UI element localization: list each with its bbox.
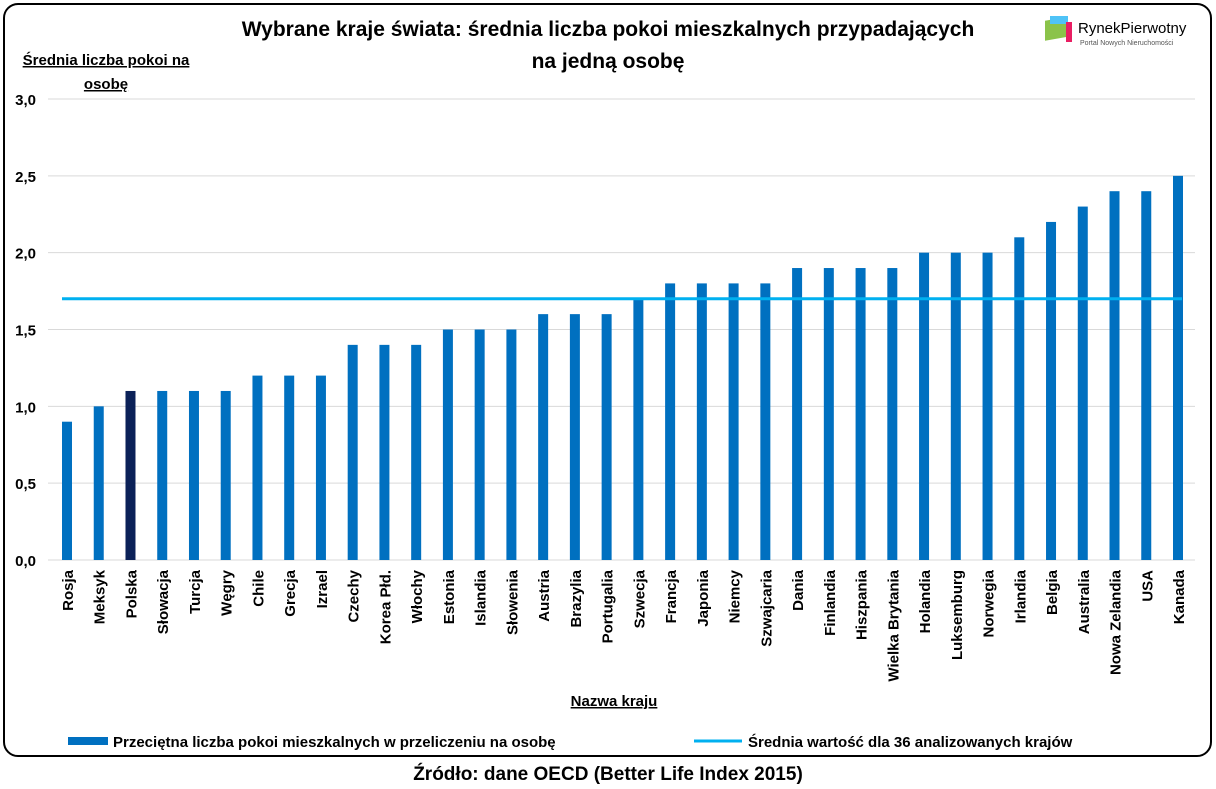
source-note: Źródło: dane OECD (Better Life Index 201… — [413, 763, 803, 785]
x-tick-label: Słowenia — [504, 569, 521, 635]
bar-finlandia — [823, 268, 834, 560]
x-tick-label: Polska — [123, 569, 140, 618]
x-tick-label: Dania — [790, 569, 807, 611]
x-tick-label: Szwajcaria — [758, 569, 775, 646]
x-tick-label: Norwegia — [981, 569, 998, 637]
bar-holandia — [919, 252, 930, 560]
bar-usa — [1141, 191, 1152, 560]
legend-bar-label: Przeciętna liczba pokoi mieszkalnych w p… — [113, 734, 556, 751]
bar-korea-płd- — [379, 344, 390, 560]
x-tick-label: Hiszpania — [854, 569, 871, 640]
bar-kanada — [1173, 175, 1183, 561]
y-axis-label-line1: Średnia liczba pokoi na — [23, 51, 190, 69]
bar-brazylia — [569, 314, 580, 560]
y-tick-label: 2,5 — [15, 169, 36, 186]
x-tick-label: Islandia — [473, 569, 490, 626]
x-tick-label: Luksemburg — [949, 570, 966, 660]
bar-belgia — [1046, 221, 1057, 560]
x-tick-label: USA — [1139, 570, 1156, 602]
x-tick-label: Szwecja — [631, 569, 648, 628]
x-tick-label: Nowa Zelandia — [1108, 569, 1125, 675]
bar-nowa-zelandia — [1109, 191, 1120, 560]
bar-włochy — [411, 344, 422, 560]
bar-turcja — [188, 390, 199, 560]
x-tick-label: Australia — [1076, 569, 1093, 634]
x-tick-label: Węgry — [219, 569, 236, 616]
bar-wielka-brytania — [887, 268, 898, 560]
x-tick-label: Korea Płd. — [377, 570, 394, 644]
bar-niemcy — [728, 283, 739, 560]
x-tick-label: Finlandia — [822, 569, 839, 635]
bar-luksemburg — [950, 252, 961, 560]
bar-estonia — [442, 329, 453, 560]
x-tick-label: Austria — [536, 569, 553, 621]
y-tick-label: 0,5 — [15, 476, 36, 493]
bar-słowenia — [506, 329, 517, 560]
x-tick-label: Irlandia — [1012, 569, 1029, 623]
x-tick-label: Portugalia — [600, 569, 617, 643]
logo: RynekPierwotny Portal Nowych Nieruchomoś… — [1045, 16, 1187, 47]
x-tick-label: Brazylia — [568, 569, 585, 627]
bar-słowacja — [157, 390, 168, 560]
x-tick-label: Grecja — [282, 569, 299, 616]
legend-line-label: Średnia wartość dla 36 analizowanych kra… — [748, 733, 1073, 751]
x-tick-label: Czechy — [346, 569, 363, 622]
bar-szwajcaria — [760, 283, 771, 560]
y-tick-label: 1,5 — [15, 323, 36, 340]
x-tick-label: Włochy — [409, 569, 426, 623]
legend: Przeciętna liczba pokoi mieszkalnych w p… — [68, 733, 1073, 751]
y-tick-label: 3,0 — [15, 92, 36, 109]
x-tick-label: Belgia — [1044, 569, 1061, 615]
bar-węgry — [220, 390, 231, 560]
x-tick-label: Izrael — [314, 570, 331, 608]
bar-islandia — [474, 329, 485, 560]
bar-meksyk — [93, 406, 104, 560]
bar-japonia — [696, 283, 707, 560]
x-tick-label: Francja — [663, 569, 680, 623]
logo-name: RynekPierwotny — [1078, 20, 1187, 37]
bar-polska — [125, 390, 136, 560]
x-tick-label: Japonia — [695, 569, 712, 626]
x-tick-label: Chile — [250, 570, 267, 607]
y-axis-label-line2: osobę — [84, 76, 128, 93]
bar-rosja — [62, 421, 72, 560]
y-tick-label: 0,0 — [15, 553, 36, 570]
bar-australia — [1077, 206, 1088, 561]
x-tick-label: Meksyk — [92, 569, 109, 624]
bar-hiszpania — [855, 268, 866, 560]
bar-grecja — [284, 375, 295, 560]
x-tick-label: Rosja — [60, 569, 77, 611]
bar-irlandia — [1014, 237, 1025, 561]
x-tick-label: Niemcy — [727, 569, 744, 623]
bar-francja — [665, 283, 676, 560]
chart-title-line1: Wybrane kraje świata: średnia liczba pok… — [242, 18, 975, 41]
bar-portugalia — [601, 314, 612, 560]
x-tick-label: Holandia — [917, 569, 934, 633]
x-tick-label: Estonia — [441, 569, 458, 624]
bar-chile — [252, 375, 263, 560]
bar-izrael — [315, 375, 326, 560]
logo-tagline: Portal Nowych Nieruchomości — [1080, 40, 1174, 47]
x-axis-label: Nazwa kraju — [571, 693, 658, 710]
bar-dania — [792, 268, 803, 560]
y-tick-label: 1,0 — [15, 399, 36, 416]
bar-szwecja — [633, 298, 644, 560]
chart-title-line2: na jedną osobę — [532, 50, 685, 73]
x-tick-label: Kanada — [1171, 569, 1188, 624]
bar-austria — [538, 314, 549, 560]
x-tick-label: Słowacja — [155, 569, 172, 634]
x-tick-label: Turcja — [187, 569, 204, 614]
legend-bar-swatch — [68, 737, 108, 745]
x-tick-label: Wielka Brytania — [885, 569, 902, 681]
bar-norwegia — [982, 252, 993, 560]
y-tick-label: 2,0 — [15, 246, 36, 263]
bar-czechy — [347, 344, 358, 560]
